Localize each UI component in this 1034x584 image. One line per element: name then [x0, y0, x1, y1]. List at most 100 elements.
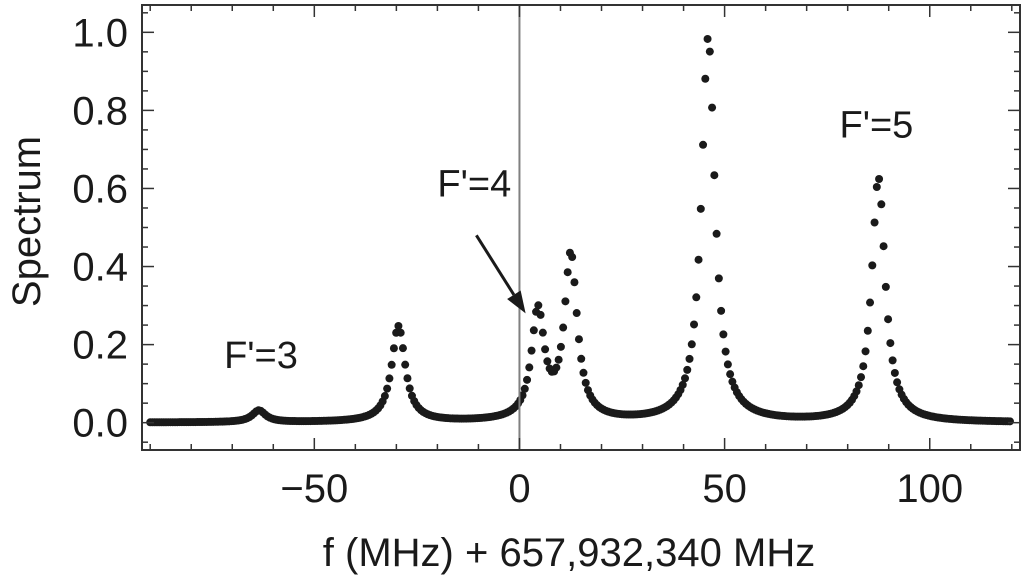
- data-point: [383, 384, 392, 393]
- data-point: [579, 368, 588, 377]
- data-point: [683, 365, 692, 374]
- data-point: [712, 229, 721, 238]
- data-point: [538, 328, 547, 337]
- data-point: [525, 363, 534, 372]
- data-point: [861, 347, 870, 356]
- data-point: [396, 328, 405, 337]
- annotations-layer: F'=3 F'=4 F'=5: [224, 105, 913, 377]
- data-point: [685, 354, 694, 363]
- data-point: [577, 354, 586, 363]
- data-point: [405, 384, 414, 393]
- data-point: [394, 321, 403, 330]
- data-point: [868, 261, 877, 270]
- data-point: [385, 374, 394, 383]
- data-points-layer: [146, 34, 1014, 427]
- data-point: [717, 306, 726, 315]
- data-point: [574, 335, 583, 344]
- data-point: [529, 326, 538, 335]
- data-point: [723, 360, 732, 369]
- x-tick-label: 50: [702, 467, 747, 511]
- annotation-arrow-shaft: [475, 234, 516, 296]
- data-point: [389, 344, 398, 353]
- data-point: [523, 375, 532, 384]
- x-axis-title: f (MHz) + 657,932,340 MHz: [323, 531, 815, 575]
- data-point: [890, 368, 899, 377]
- x-tick-label: 0: [508, 467, 530, 511]
- annotation-arrow-head: [507, 290, 526, 314]
- peak-annotation: F'=4: [437, 163, 511, 205]
- data-point: [552, 363, 561, 372]
- data-point: [556, 342, 565, 351]
- y-tick-label: 0.2: [72, 324, 128, 368]
- data-point: [721, 347, 730, 356]
- y-tick-label: 1.0: [72, 11, 128, 55]
- data-point: [872, 182, 881, 191]
- data-point: [681, 374, 690, 383]
- x-tick-label: −50: [280, 467, 348, 511]
- data-point: [403, 374, 412, 383]
- data-point: [875, 175, 884, 183]
- data-point: [570, 278, 579, 287]
- data-point: [387, 360, 396, 369]
- data-point: [561, 297, 570, 306]
- data-point: [714, 274, 723, 283]
- data-point: [534, 301, 543, 310]
- data-point: [581, 378, 590, 387]
- data-point: [893, 378, 902, 387]
- data-point: [692, 293, 701, 302]
- data-point: [690, 320, 699, 329]
- data-point: [701, 74, 710, 83]
- plot-frame: [141, 4, 1021, 451]
- data-point: [1005, 417, 1014, 426]
- data-point: [559, 323, 568, 332]
- data-point: [854, 381, 863, 390]
- data-point: [568, 253, 577, 262]
- data-point: [852, 387, 861, 396]
- data-point: [694, 255, 703, 264]
- data-point: [708, 103, 717, 112]
- data-point: [554, 355, 563, 364]
- y-tick-label: 0.0: [72, 402, 128, 446]
- tick-labels-layer: −50 0 50 100 0.0 0.2 0.4 0.6 0.8 1.0: [72, 11, 963, 511]
- peak-annotation: F'=3: [224, 335, 298, 377]
- y-tick-label: 0.4: [72, 246, 128, 290]
- data-point: [699, 140, 708, 149]
- data-point: [541, 345, 550, 354]
- data-point: [572, 309, 581, 318]
- data-point: [520, 384, 529, 393]
- data-point: [696, 204, 705, 213]
- data-point: [884, 315, 893, 324]
- peak-annotation: F'=5: [840, 105, 914, 147]
- data-point: [726, 370, 735, 379]
- data-point: [380, 392, 389, 401]
- data-point: [710, 171, 719, 180]
- data-point: [881, 282, 890, 291]
- tick-marks-layer: [142, 5, 1020, 450]
- y-tick-label: 0.8: [72, 89, 128, 133]
- data-point: [870, 218, 879, 227]
- data-point: [888, 356, 897, 365]
- data-point: [527, 346, 536, 355]
- data-point: [719, 330, 728, 339]
- data-point: [863, 326, 872, 335]
- data-point: [705, 47, 714, 56]
- data-point: [857, 373, 866, 382]
- data-point: [879, 242, 888, 251]
- x-tick-label: 100: [896, 467, 963, 511]
- y-axis-title: Spectrum: [5, 136, 49, 307]
- y-tick-label: 0.6: [72, 167, 128, 211]
- data-point: [518, 391, 527, 400]
- data-point: [536, 310, 545, 319]
- data-point: [398, 344, 407, 353]
- data-point: [866, 298, 875, 307]
- data-point: [563, 268, 572, 277]
- data-point: [859, 362, 868, 371]
- data-point: [401, 360, 410, 369]
- data-point: [678, 380, 687, 389]
- data-point: [703, 34, 712, 43]
- data-point: [886, 339, 895, 348]
- data-point: [877, 200, 886, 209]
- data-point: [543, 357, 552, 366]
- data-point: [687, 340, 696, 349]
